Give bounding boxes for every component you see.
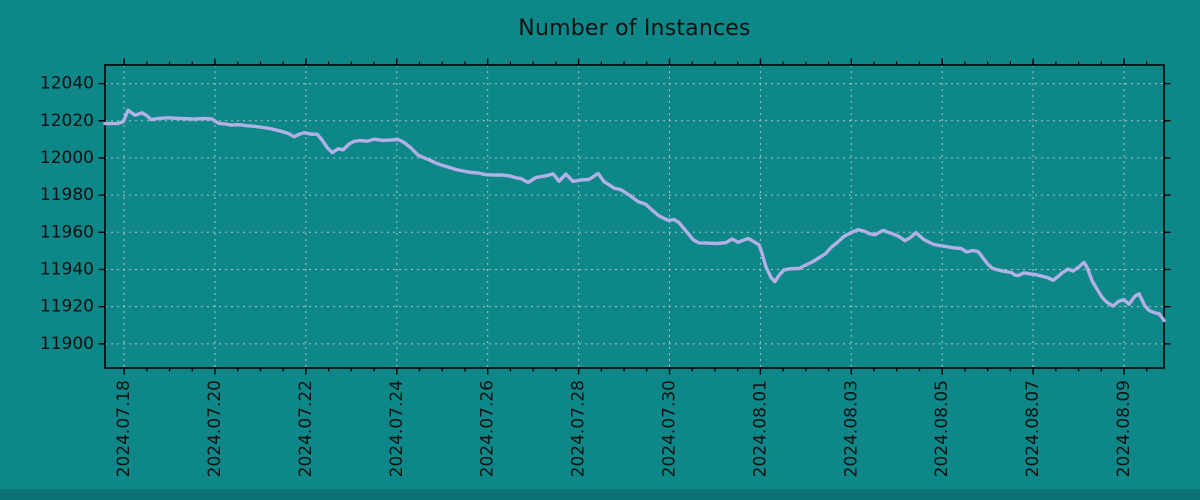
x-tick-label: 2024.08.09 bbox=[1114, 380, 1134, 477]
x-tick-label: 2024.08.03 bbox=[841, 380, 861, 477]
x-tick-label: 2024.07.30 bbox=[659, 380, 679, 477]
y-tick-label: 11900 bbox=[40, 334, 94, 354]
y-tick-label: 11960 bbox=[40, 222, 94, 242]
x-tick-label: 2024.07.20 bbox=[205, 380, 225, 477]
chart-title: Number of Instances bbox=[518, 16, 751, 41]
x-tick-label: 2024.07.18 bbox=[114, 380, 134, 477]
y-tick-label: 12020 bbox=[40, 111, 94, 131]
y-tick-label: 11940 bbox=[40, 259, 94, 279]
y-tick-label: 11920 bbox=[40, 297, 94, 317]
x-tick-label: 2024.08.01 bbox=[750, 380, 770, 477]
data-line-instances bbox=[103, 108, 1166, 323]
plot-frame bbox=[104, 64, 1165, 369]
y-tick-label: 12000 bbox=[40, 148, 94, 168]
x-tick-label: 2024.07.24 bbox=[387, 380, 407, 477]
y-tick-label: 11980 bbox=[40, 185, 94, 205]
x-tick-label: 2024.07.26 bbox=[478, 380, 498, 477]
x-tick-label: 2024.07.28 bbox=[569, 380, 589, 477]
x-tick-label: 2024.07.22 bbox=[296, 380, 316, 477]
bottom-edge-strip bbox=[0, 489, 1200, 500]
x-tick-label: 2024.08.05 bbox=[932, 380, 952, 477]
x-tick-label: 2024.08.07 bbox=[1023, 380, 1043, 477]
y-tick-label: 12040 bbox=[40, 74, 94, 94]
